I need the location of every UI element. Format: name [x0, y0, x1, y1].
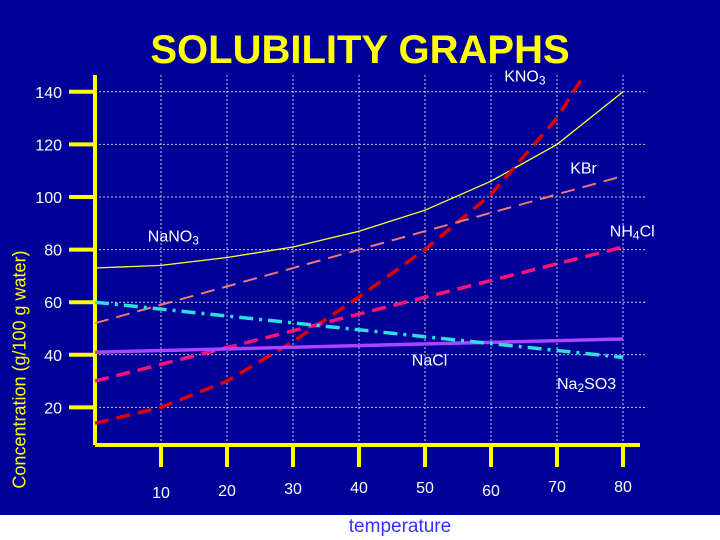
y-tick-label: 40 — [44, 348, 62, 365]
labels-layer: NaNO3 KNO3 KBr NH4Cl NaCl Na2SO3 — [148, 68, 655, 395]
chart-panel — [0, 0, 720, 515]
y-tick-label: 100 — [35, 190, 62, 207]
x-tick-label: 80 — [614, 479, 632, 496]
x-tick-label: 20 — [218, 483, 236, 500]
series-label-nh4cl: NH4Cl — [610, 223, 655, 242]
series-line-nano3 — [94, 91, 624, 269]
grid — [95, 75, 645, 445]
x-tick-label: 60 — [482, 483, 500, 500]
x-tick-label: 40 — [350, 480, 368, 497]
x-axis-label: temperature — [348, 516, 452, 537]
x-tick-label: 50 — [416, 480, 434, 497]
series-line-kbr — [94, 175, 624, 325]
y-tick-label: 60 — [44, 295, 62, 312]
series-layer — [94, 75, 624, 425]
series-label-nano3: NaNO3 — [148, 229, 199, 248]
y-axis-label: Concentration (g/100 g water) — [9, 250, 30, 489]
series-line-na2so3 — [94, 300, 624, 360]
x-tick-label: 10 — [152, 485, 170, 502]
series-label-nacl: NaCl — [412, 352, 448, 369]
y-tick-label: 120 — [35, 137, 62, 154]
series-line-kno3 — [94, 75, 585, 425]
series-line-nh4cl — [94, 245, 624, 383]
chart-title: SOLUBILITY GRAPHS — [150, 28, 570, 72]
y-tick-label: 80 — [44, 243, 62, 260]
series-label-kbr: KBr — [570, 160, 597, 177]
axes: 20 40 60 80 100 120 140 10 20 30 40 50 60 70 80 — [35, 75, 640, 502]
y-tick-label: 140 — [35, 85, 62, 102]
y-tick-label: 20 — [44, 400, 62, 417]
series-label-na2so3: Na2SO3 — [557, 376, 616, 395]
x-tick-label: 30 — [284, 481, 302, 498]
series-line-nacl — [94, 337, 624, 354]
x-tick-label: 70 — [548, 479, 566, 496]
series-label-kno3: KNO3 — [504, 68, 546, 87]
